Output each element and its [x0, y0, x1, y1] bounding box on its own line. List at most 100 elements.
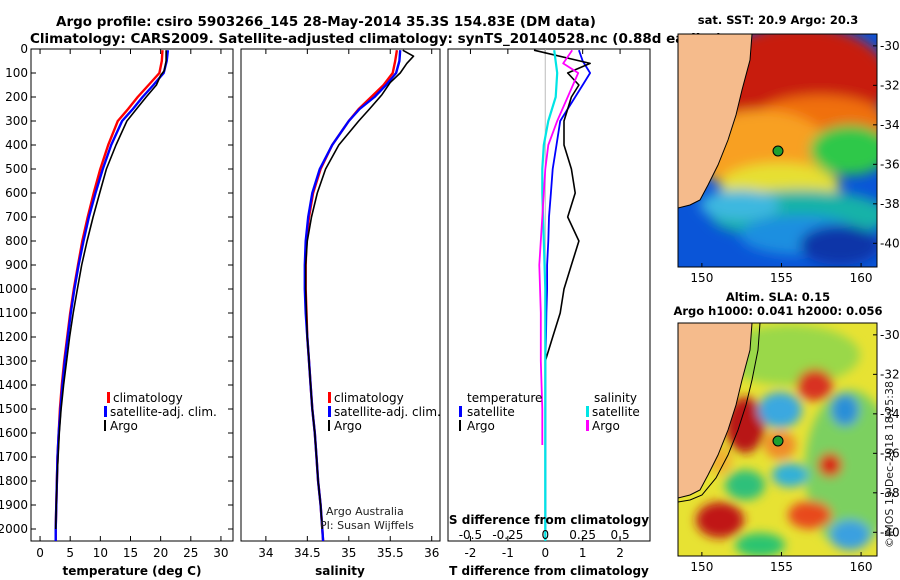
sla-map-axes: 150 155 160 -30 -32 -34 -36 -38 -40 — [690, 328, 899, 574]
x-tick-label: 0 — [541, 546, 549, 560]
legend-s-satellite-label: satellite — [592, 405, 640, 419]
legend-climatology-swatch — [328, 392, 331, 403]
legend-t-argo-swatch — [459, 420, 461, 431]
sla-argo-location-marker — [772, 435, 784, 447]
legend-t-satellite-swatch — [459, 406, 462, 417]
sst-map-axes: 150 155 160 -30 -32 -34 -36 -38 -40 — [690, 39, 899, 285]
depth-tick-label: 300 — [5, 114, 28, 128]
x-tick-label: -2 — [464, 546, 476, 560]
legend-argo-label: Argo — [110, 419, 138, 433]
legend-climatology-label: climatology — [113, 391, 183, 405]
temperature-series — [54, 50, 170, 541]
temperature-legend: climatology satellite-adj. clim. Argo — [104, 391, 217, 433]
depth-tick-label: 1600 — [0, 426, 28, 440]
x-tick-label: 34.5 — [294, 546, 321, 560]
s-tick-label: 0.25 — [569, 528, 596, 542]
depth-tick-label: 600 — [5, 186, 28, 200]
temperature-x-axis: 0 5 10 15 20 25 30 — [36, 49, 229, 560]
legend-argo-swatch — [104, 420, 106, 431]
depth-tick-label: 1300 — [0, 354, 28, 368]
sst-map-frame — [677, 33, 878, 268]
x-tick-label: 36 — [424, 546, 439, 560]
salinity-x-axis: 34 34.5 35 35.5 36 — [258, 49, 439, 560]
header-line2: Climatology: CARS2009. Satellite-adjuste… — [30, 31, 722, 47]
temperature-plot-frame — [30, 48, 234, 542]
series-line-s-satellite — [541, 50, 559, 541]
series-line-argo — [304, 49, 415, 530]
s-difference-label: S difference from climatology — [449, 513, 649, 527]
depth-tick-label: 2000 — [0, 522, 28, 536]
sst-map-title: sat. SST: 20.9 Argo: 20.3 — [698, 13, 858, 27]
t-difference-label: T difference from climatology — [449, 564, 649, 578]
x-tick-label: 5 — [66, 546, 74, 560]
salinity-legend: climatology satellite-adj. clim. Argo — [328, 391, 441, 433]
lat-tick-label: -32 — [880, 367, 900, 381]
legend-temperature-title: temperature — [467, 391, 542, 405]
lat-tick-label: -38 — [880, 197, 900, 211]
legend-t-argo-label: Argo — [467, 419, 495, 433]
lat-tick-label: -38 — [880, 486, 900, 500]
depth-tick-label: 200 — [5, 90, 28, 104]
legend-argo-label: Argo — [334, 419, 362, 433]
x-tick-label: 35.5 — [377, 546, 404, 560]
depth-tick-label: 0 — [20, 42, 28, 56]
legend-salinity-title: salinity — [594, 391, 637, 405]
depth-tick-label: 1800 — [0, 474, 28, 488]
s-tick-label: -0.25 — [492, 528, 523, 542]
x-tick-label: -1 — [502, 546, 514, 560]
difference-legend: temperature satellite Argo salinity sate… — [459, 391, 640, 433]
legend-s-satellite-swatch — [586, 406, 589, 417]
lon-tick-label: 160 — [850, 560, 873, 574]
lat-tick-label: -34 — [880, 118, 900, 132]
depth-tick-label: 700 — [5, 210, 28, 224]
depth-tick-label: 800 — [5, 234, 28, 248]
lat-tick-label: -30 — [880, 328, 900, 342]
temperature-x-label: temperature (deg C) — [63, 564, 202, 578]
depth-tick-label: 100 — [5, 66, 28, 80]
depth-tick-label: 1400 — [0, 378, 28, 392]
sst-argo-location-marker — [772, 145, 784, 157]
x-tick-label: 1 — [579, 546, 587, 560]
depth-tick-label: 1700 — [0, 450, 28, 464]
s-difference-ticks: -0.5 -0.25 0 0.25 0.5 — [459, 528, 630, 542]
depth-tick-label: 500 — [5, 162, 28, 176]
legend-satellite-label: satellite-adj. clim. — [334, 405, 441, 419]
sla-land — [678, 323, 753, 499]
difference-series — [533, 49, 591, 541]
lon-tick-label: 150 — [690, 271, 713, 285]
difference-panel: -2 -1 0 1 2 temperature satellite Argo salin… — [447, 48, 651, 578]
depth-tick-label: 900 — [5, 258, 28, 272]
lat-tick-label: -36 — [880, 157, 900, 171]
lat-tick-label: -40 — [880, 525, 900, 539]
x-tick-label: 15 — [123, 546, 138, 560]
lat-tick-label: -36 — [880, 446, 900, 460]
depth-tick-label: 1100 — [0, 306, 28, 320]
lat-tick-label: -34 — [880, 407, 900, 421]
legend-satellite-swatch — [104, 406, 107, 417]
x-tick-label: 30 — [213, 546, 228, 560]
header-line1: Argo profile: csiro 5903266_145 28-May-2… — [56, 14, 596, 30]
depth-tick-label: 1500 — [0, 402, 28, 416]
lon-tick-label: 155 — [770, 271, 793, 285]
s-tick-label: -0.5 — [459, 528, 482, 542]
lon-tick-label: 155 — [770, 560, 793, 574]
lat-tick-label: -32 — [880, 78, 900, 92]
s-tick-label: 0.5 — [611, 528, 630, 542]
legend-climatology-label: climatology — [334, 391, 404, 405]
x-tick-label: 35 — [341, 546, 356, 560]
x-tick-label: 25 — [183, 546, 198, 560]
sla-map: Altim. SLA: 0.15 Argo h1000: 0.041 h2000… — [673, 290, 899, 574]
series-line-argo — [54, 50, 167, 530]
note-argo-australia: Argo Australia — [326, 505, 404, 518]
sla-map-frame — [677, 322, 878, 557]
legend-satellite-swatch — [328, 406, 331, 417]
depth-tick-label: 400 — [5, 138, 28, 152]
legend-t-satellite-label: satellite — [467, 405, 515, 419]
salinity-plot-frame — [240, 48, 441, 542]
salinity-panel: 34 34.5 35 35.5 36 climatology satellite-adj… — [240, 48, 441, 578]
series-line-s-argo — [538, 49, 580, 445]
s-tick-label: 0 — [541, 528, 549, 542]
depth-tick-label: 1000 — [0, 282, 28, 296]
sla-map-title-line2: Argo h1000: 0.041 h2000: 0.056 — [673, 304, 882, 318]
x-tick-label: 0 — [36, 546, 44, 560]
